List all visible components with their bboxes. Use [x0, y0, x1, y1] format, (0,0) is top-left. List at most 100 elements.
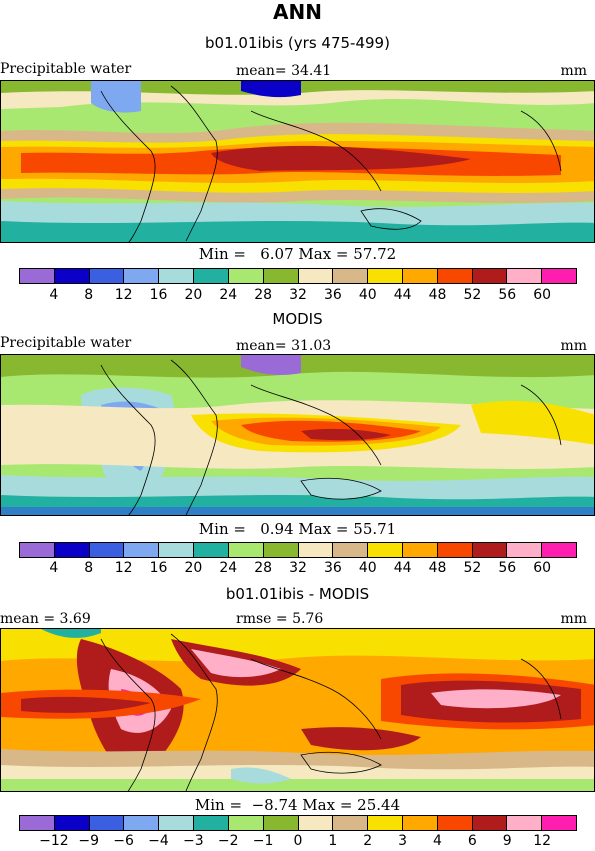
- colorbar-tick-label: 2: [363, 833, 373, 849]
- colorbar-swatch: [20, 269, 55, 283]
- colorbar-swatch: [159, 269, 195, 283]
- colorbar-tick-label: 44: [393, 287, 412, 303]
- colorbar-swatch: [124, 543, 160, 557]
- colorbar-swatch: [437, 269, 473, 283]
- colorbar-swatch: [368, 543, 403, 557]
- colorbar-tick-label: 48: [428, 287, 447, 303]
- colorbar-tick-label: 16: [149, 287, 168, 303]
- colorbar-tick-label: 60: [533, 287, 552, 303]
- colorbar-swatch: [54, 816, 90, 830]
- colorbar-swatch: [54, 269, 90, 283]
- colorbar-swatch: [298, 543, 334, 557]
- colorbar-swatch: [437, 543, 473, 557]
- panel2-mean-label: mean= 31.03: [236, 338, 332, 354]
- panel2-colorbar: [19, 542, 577, 558]
- colorbar-tick-label: 12: [533, 833, 552, 849]
- colorbar-tick-label: 52: [463, 560, 482, 576]
- panel3-rmse-label: rmse = 5.76: [236, 611, 324, 627]
- panel2-minmax: Min = 0.94 Max = 55.71: [198, 520, 397, 538]
- panel3-map: [0, 628, 595, 792]
- colorbar-swatch: [89, 816, 125, 830]
- colorbar-tick-label: 1: [328, 833, 338, 849]
- colorbar-swatch: [402, 269, 438, 283]
- panel3-subtitle: b01.01ibis - MODIS: [225, 585, 370, 603]
- colorbar-swatch: [54, 543, 90, 557]
- colorbar-swatch: [472, 816, 508, 830]
- colorbar-swatch: [437, 816, 473, 830]
- colorbar-tick-label: −6: [113, 833, 134, 849]
- colorbar-swatch: [507, 543, 543, 557]
- colorbar-tick-label: 36: [323, 560, 342, 576]
- colorbar-tick-label: 24: [219, 560, 238, 576]
- colorbar-swatch: [20, 543, 55, 557]
- colorbar-swatch: [194, 816, 229, 830]
- colorbar-tick-label: −4: [148, 833, 169, 849]
- figure-title: ANN: [273, 0, 322, 24]
- colorbar-tick-label: 16: [149, 560, 168, 576]
- colorbar-tick-label: 32: [289, 287, 307, 303]
- colorbar-swatch: [298, 269, 334, 283]
- colorbar-swatch: [402, 543, 438, 557]
- colorbar-swatch: [402, 816, 438, 830]
- colorbar-swatch: [159, 543, 195, 557]
- panel2-contour-field: [1, 355, 594, 515]
- colorbar-tick-label: 6: [467, 833, 477, 849]
- colorbar-swatch: [542, 543, 576, 557]
- panel3-units: mm: [560, 611, 587, 627]
- panel2-colorbar-ticks: 4 8 12 16 20 24 28 32 36 40 44 48 52 56 60: [19, 560, 577, 578]
- colorbar-tick-label: 36: [323, 287, 342, 303]
- panel3-mean-label: mean = 3.69: [0, 611, 91, 627]
- colorbar-tick-label: 3: [398, 833, 408, 849]
- colorbar-swatch: [472, 543, 508, 557]
- colorbar-tick-label: −12: [39, 833, 69, 849]
- colorbar-swatch: [124, 816, 160, 830]
- colorbar-swatch: [507, 269, 543, 283]
- colorbar-swatch: [368, 816, 403, 830]
- colorbar-swatch: [263, 269, 299, 283]
- colorbar-tick-label: 44: [393, 560, 412, 576]
- colorbar-swatch: [194, 269, 229, 283]
- colorbar-tick-label: 56: [498, 287, 517, 303]
- colorbar-swatch: [228, 543, 264, 557]
- colorbar-tick-label: 0: [293, 833, 303, 849]
- colorbar-tick-label: −1: [252, 833, 274, 849]
- colorbar-tick-label: 52: [463, 287, 482, 303]
- panel1-contour-field: [1, 81, 594, 242]
- colorbar-tick-label: 48: [428, 560, 447, 576]
- panel1-minmax: Min = 6.07 Max = 57.72: [198, 245, 397, 263]
- panel3-colorbar: [19, 815, 577, 831]
- panel2-subtitle: MODIS: [272, 310, 323, 328]
- panel1-units: mm: [560, 63, 587, 79]
- colorbar-swatch: [298, 816, 334, 830]
- colorbar-swatch: [194, 543, 229, 557]
- colorbar-tick-label: 8: [84, 560, 94, 576]
- colorbar-swatch: [228, 816, 264, 830]
- colorbar-tick-label: 28: [254, 287, 273, 303]
- colorbar-tick-label: −9: [78, 833, 100, 849]
- colorbar-swatch: [263, 816, 299, 830]
- panel1-variable-label: Precipitable water: [0, 61, 132, 77]
- colorbar-tick-label: 9: [502, 833, 512, 849]
- colorbar-swatch: [89, 269, 125, 283]
- colorbar-tick-label: −2: [217, 833, 239, 849]
- panel1-map: [0, 80, 595, 243]
- panel2-variable-label: Precipitable water: [0, 335, 132, 351]
- panel3-contour-field: [1, 629, 594, 791]
- colorbar-tick-label: 4: [49, 560, 59, 576]
- panel3-colorbar-ticks: −12 −9 −6 −4 −3 −2 −1 0 1 2 3 4 6 9 12: [19, 833, 577, 851]
- colorbar-swatch: [89, 543, 125, 557]
- colorbar-swatch: [228, 269, 264, 283]
- colorbar-tick-label: 4: [49, 287, 59, 303]
- colorbar-tick-label: 12: [114, 560, 133, 576]
- colorbar-tick-label: 28: [254, 560, 273, 576]
- panel1-mean-label: mean= 34.41: [236, 63, 332, 79]
- colorbar-tick-label: 32: [289, 560, 307, 576]
- colorbar-swatch: [542, 816, 576, 830]
- panel2-map: [0, 354, 595, 516]
- panel1-colorbar: [19, 268, 577, 284]
- colorbar-tick-label: 20: [184, 560, 203, 576]
- colorbar-tick-label: 20: [184, 287, 203, 303]
- colorbar-tick-label: 12: [114, 287, 133, 303]
- colorbar-tick-label: 56: [498, 560, 517, 576]
- colorbar-tick-label: 40: [358, 560, 377, 576]
